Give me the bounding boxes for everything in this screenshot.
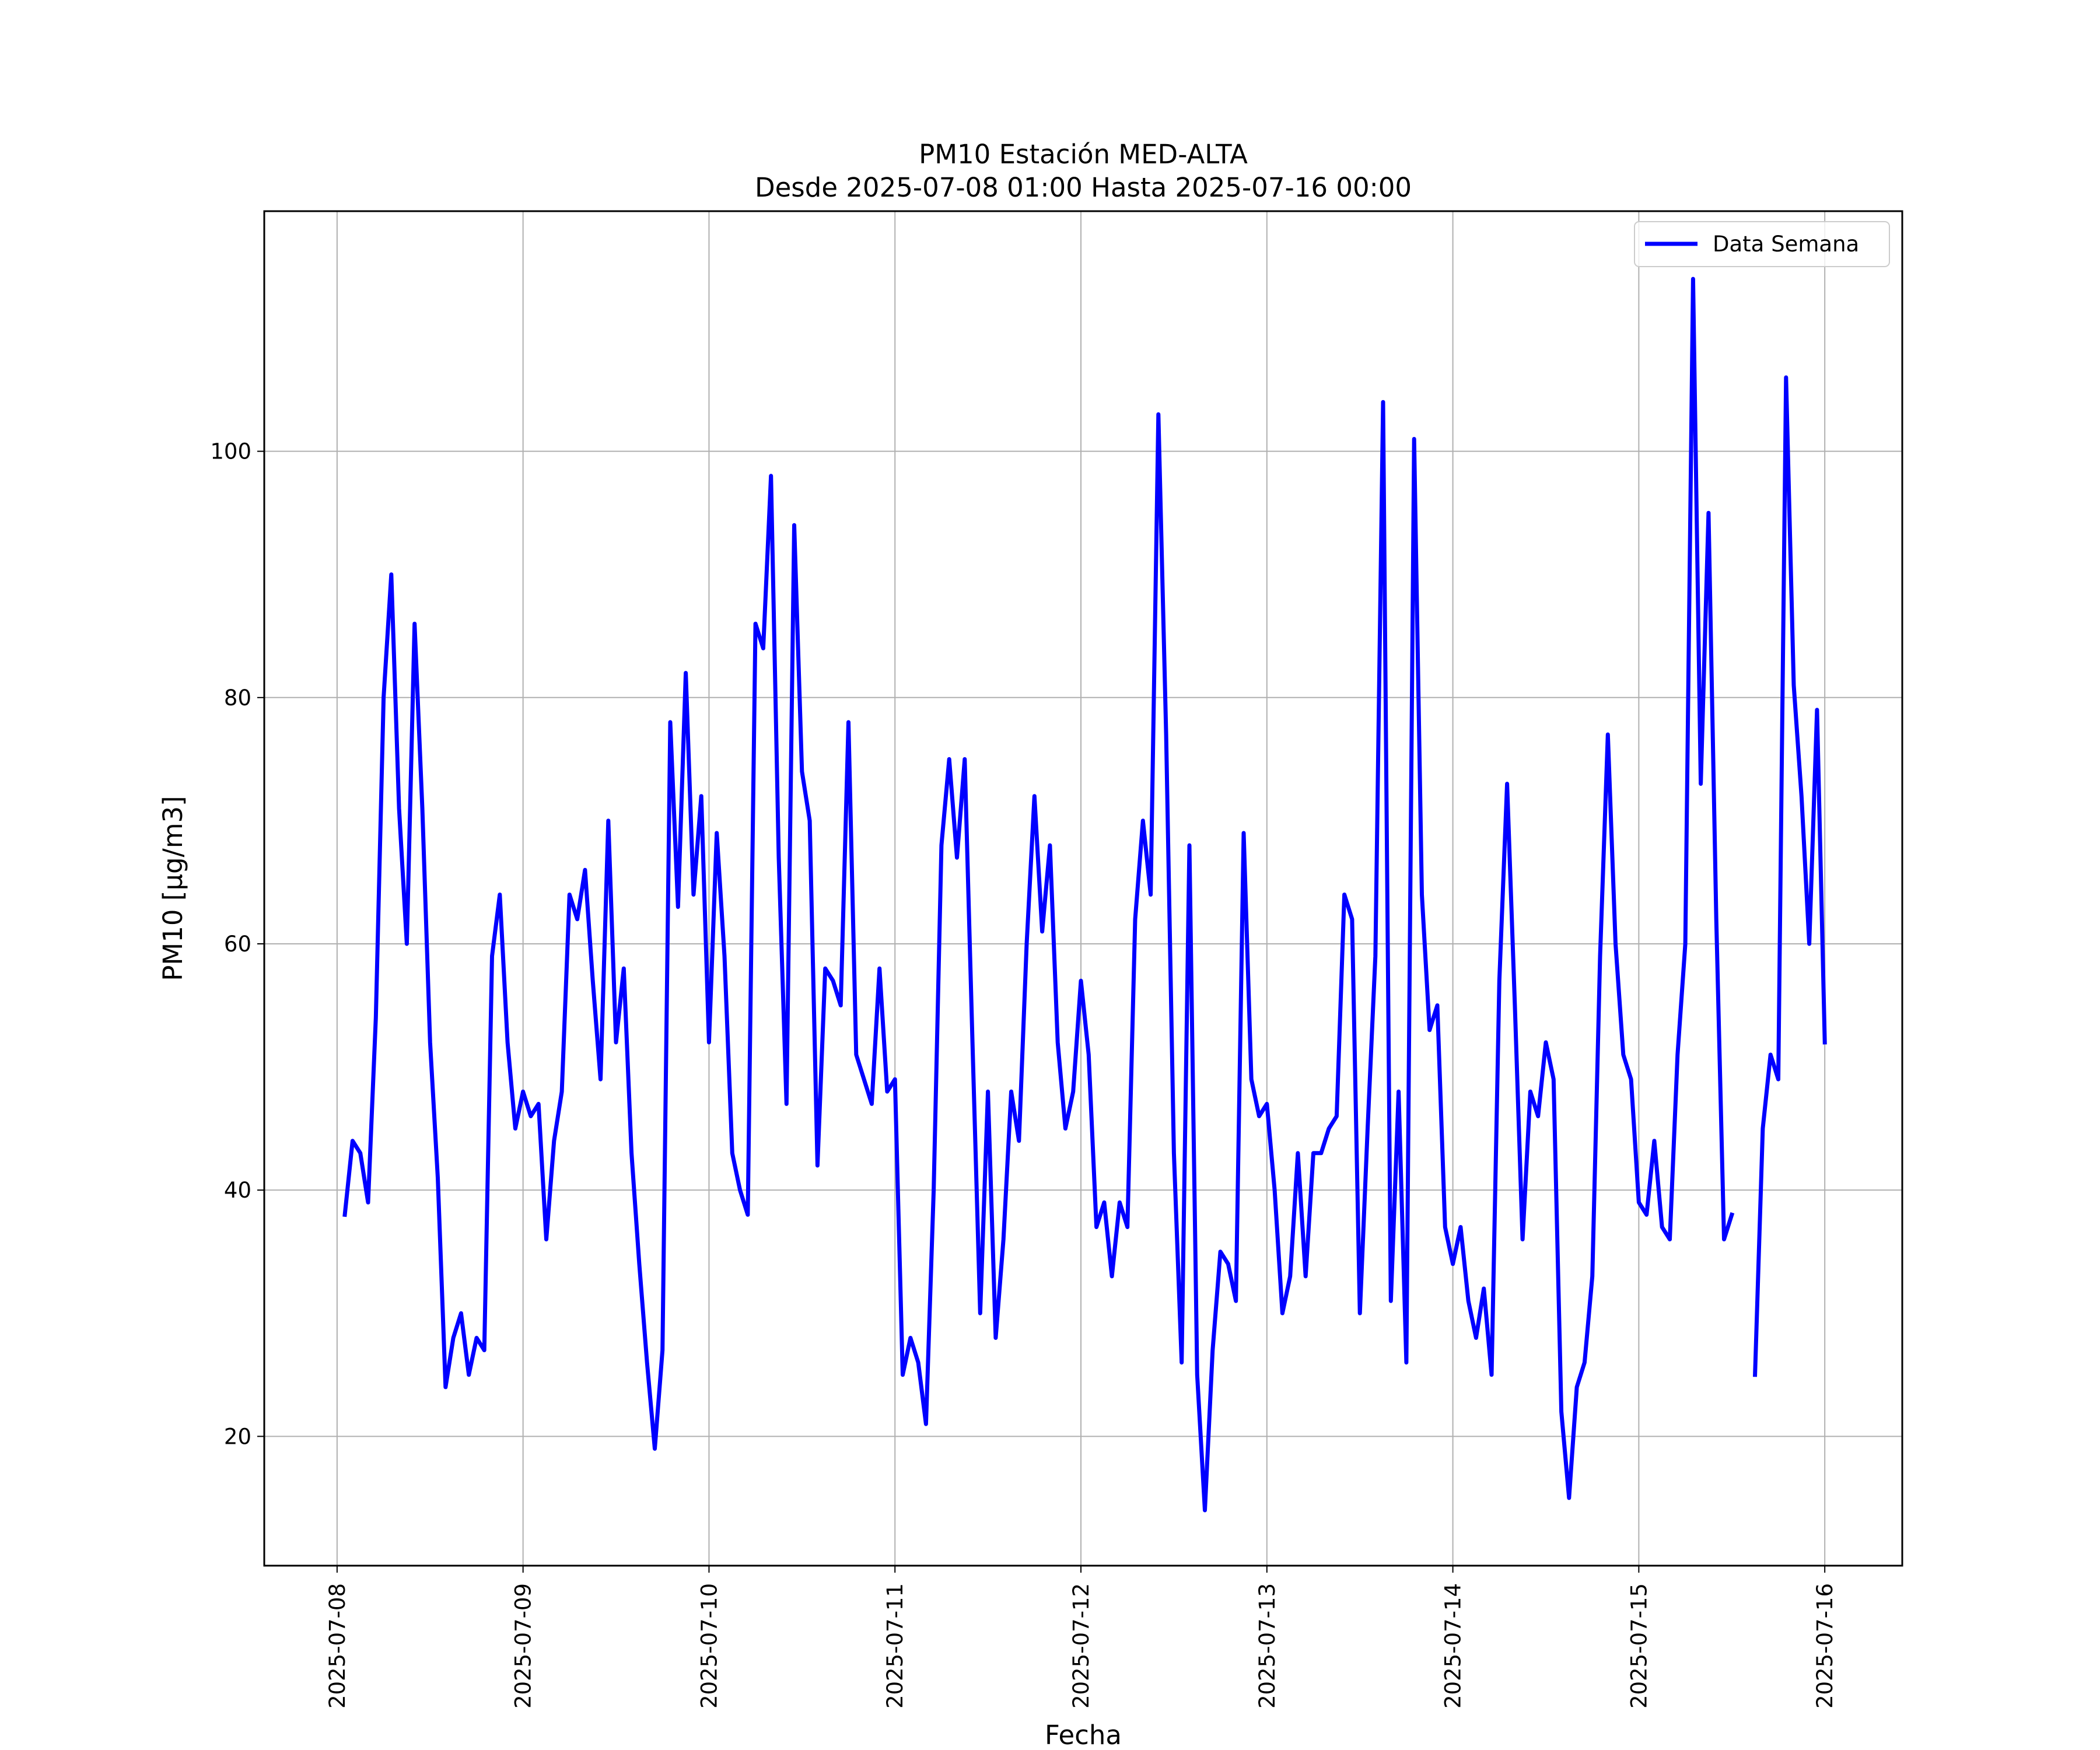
y-tick-label: 20: [224, 1424, 251, 1449]
x-tick-label: 2025-07-10: [696, 1583, 722, 1709]
y-tick-label: 60: [224, 932, 251, 957]
series-line: [342, 276, 1827, 1513]
legend-label: Data Semana: [1713, 232, 1859, 257]
x-tick-label: 2025-07-14: [1441, 1583, 1466, 1709]
y-axis-label: PM10 [μg/m3]: [158, 796, 188, 981]
series-segment: [342, 276, 1735, 1513]
chart-subtitle: Desde 2025-07-08 01:00 Hasta 2025-07-16 …: [755, 172, 1412, 203]
x-tick-label: 2025-07-08: [325, 1583, 350, 1709]
y-tick-label: 40: [224, 1178, 251, 1203]
chart-title: PM10 Estación MED-ALTA: [919, 139, 1248, 170]
x-tick-label: 2025-07-11: [883, 1583, 908, 1709]
y-tick-label: 80: [224, 685, 251, 710]
x-tick-label: 2025-07-16: [1812, 1583, 1838, 1709]
x-axis-label: Fecha: [1045, 1720, 1122, 1750]
legend-box: [1634, 221, 1890, 267]
grid: [264, 211, 1902, 1566]
series-layer: [342, 276, 1827, 1513]
x-tick-label: 2025-07-15: [1626, 1583, 1651, 1709]
series-segment: [1752, 375, 1827, 1377]
legend: Data Semana: [1634, 221, 1890, 267]
axis-ticks: 20 40 60 80 100 2025-07-08 2025-07-09 2025-07-1…: [210, 439, 1838, 1709]
x-tick-label: 2025-07-12: [1069, 1583, 1094, 1709]
plot-frame: [263, 210, 1903, 1567]
plot-area: [264, 211, 1902, 1566]
x-tick-label: 2025-07-13: [1255, 1583, 1280, 1709]
x-tick-label: 2025-07-09: [511, 1583, 536, 1709]
y-tick-label: 100: [210, 439, 251, 464]
